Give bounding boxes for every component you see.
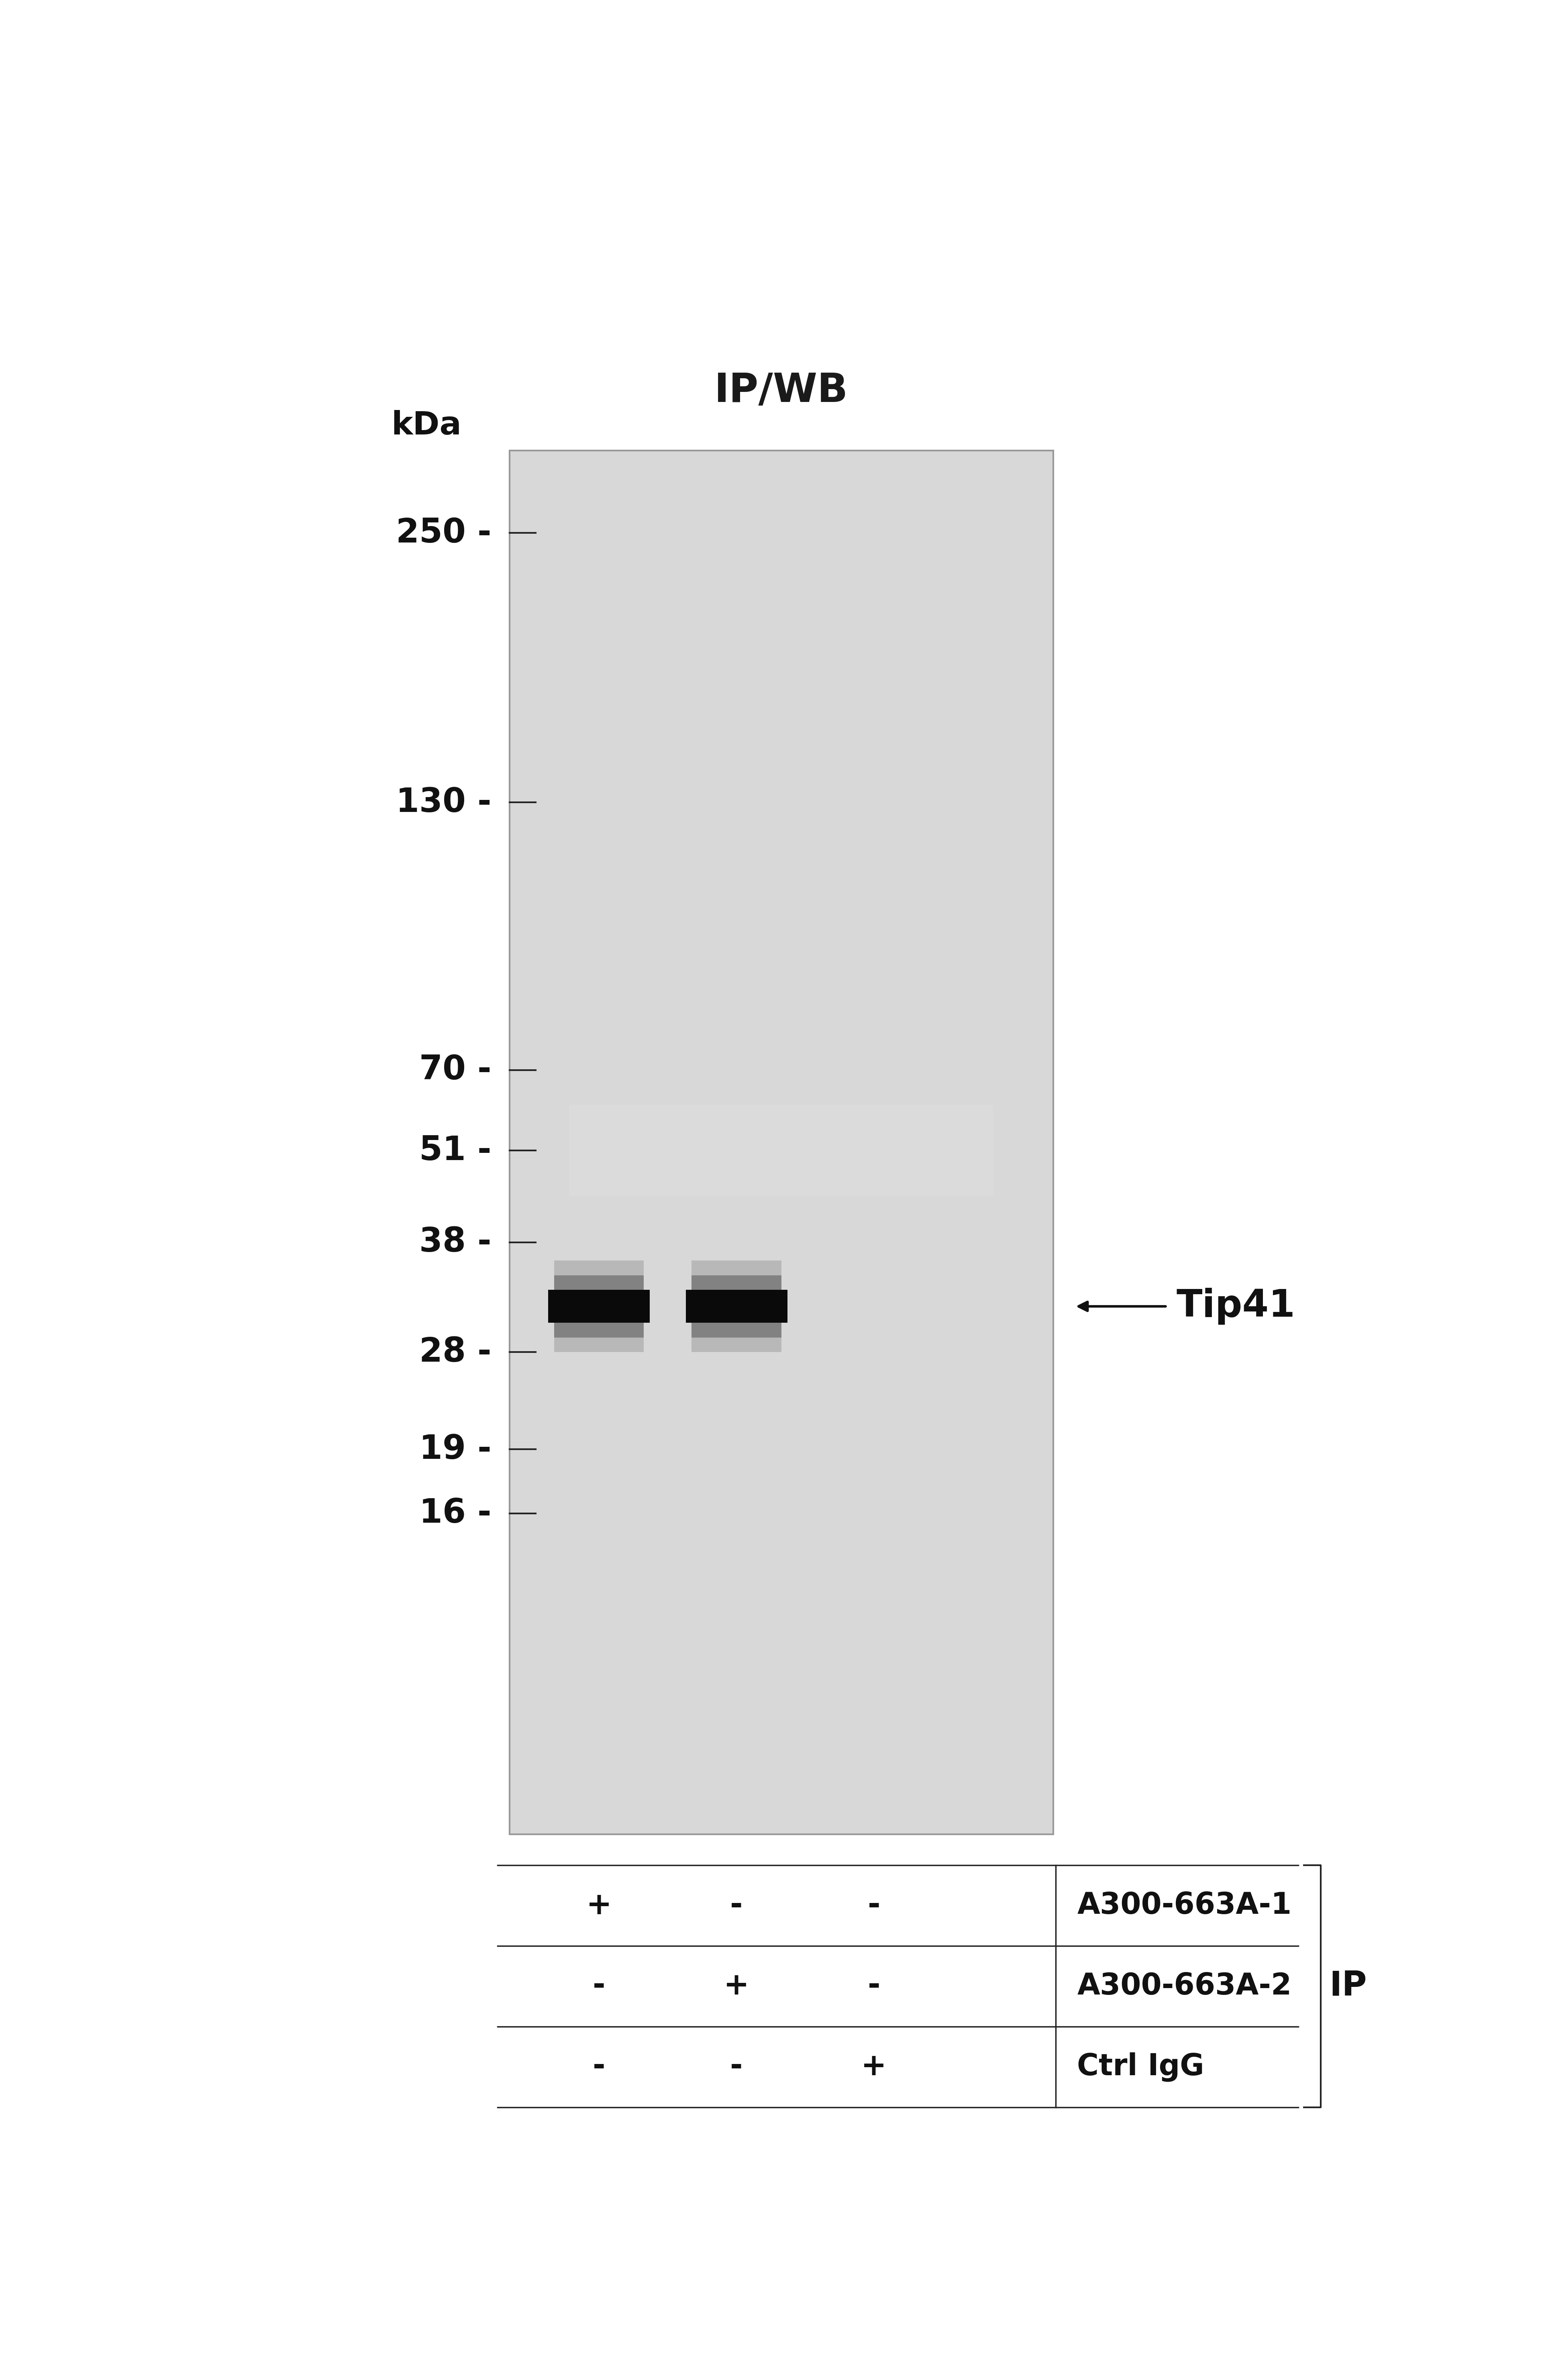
- Bar: [569, 1104, 993, 1197]
- Text: 250 -: 250 -: [396, 516, 492, 550]
- Text: IP/WB: IP/WB: [714, 371, 848, 409]
- Text: Tip41: Tip41: [1177, 1288, 1295, 1326]
- Text: +: +: [586, 1890, 612, 1921]
- Text: A300-663A-2: A300-663A-2: [1076, 1971, 1292, 2002]
- Bar: [692, 1276, 782, 1338]
- Text: A300-663A-1: A300-663A-1: [1076, 1892, 1292, 1921]
- Text: +: +: [723, 1971, 749, 2002]
- Text: -: -: [868, 1890, 880, 1921]
- Text: 51 -: 51 -: [419, 1135, 492, 1166]
- Text: kDa: kDa: [392, 409, 461, 440]
- Text: 70 -: 70 -: [419, 1054, 492, 1085]
- Text: 38 -: 38 -: [419, 1226, 492, 1259]
- Bar: [554, 1276, 645, 1338]
- Text: -: -: [868, 1971, 880, 2002]
- Bar: [509, 450, 1053, 1835]
- Text: Ctrl IgG: Ctrl IgG: [1076, 2052, 1204, 2082]
- Text: 19 -: 19 -: [419, 1433, 492, 1466]
- Text: -: -: [731, 1890, 743, 1921]
- Text: -: -: [731, 2052, 743, 2082]
- Text: -: -: [592, 1971, 606, 2002]
- Bar: [554, 1261, 645, 1352]
- Text: -: -: [592, 2052, 606, 2082]
- Text: 130 -: 130 -: [396, 785, 492, 819]
- Bar: [692, 1261, 782, 1352]
- Bar: [686, 1290, 788, 1323]
- Text: +: +: [860, 2052, 887, 2082]
- Text: 28 -: 28 -: [419, 1335, 492, 1369]
- Text: IP: IP: [1329, 1971, 1366, 2004]
- Text: 16 -: 16 -: [419, 1497, 492, 1530]
- Bar: [549, 1290, 649, 1323]
